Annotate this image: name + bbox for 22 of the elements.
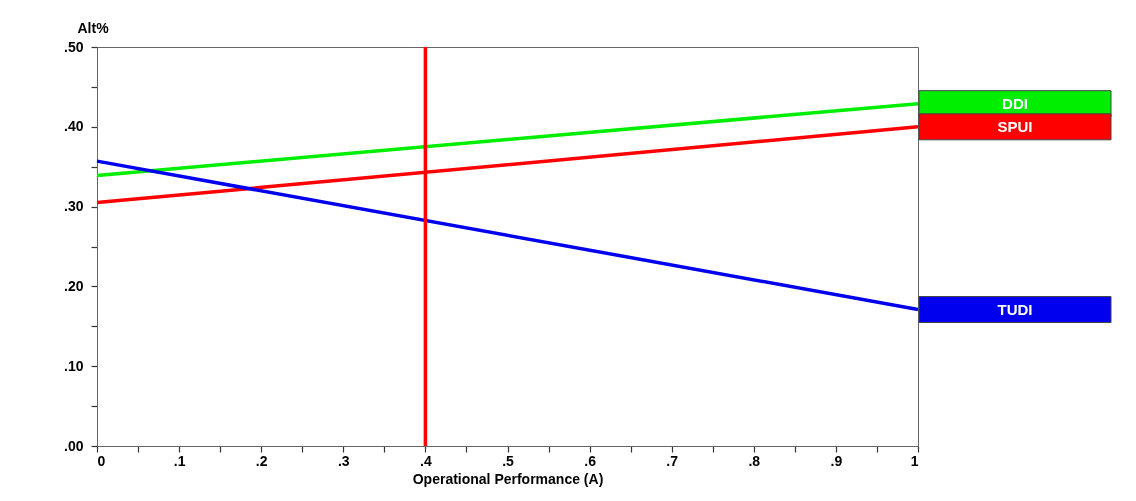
x-tick-label: .9 [830, 452, 843, 469]
x-tick-label: .2 [255, 452, 268, 469]
y-tick-label: .00 [64, 437, 84, 454]
text: SPUI [997, 117, 1033, 135]
x-tick-label: .5 [502, 452, 515, 469]
x-tick-label: .7 [666, 452, 679, 469]
x-tick-label: .8 [748, 452, 761, 469]
y-axis-title: Alt% [77, 19, 110, 36]
y-tick-label: .10 [64, 357, 84, 374]
x-tick-label: .4 [420, 452, 432, 469]
x-tick-label: 0 [97, 452, 106, 469]
x-axis-title: Operational Performance (A) [412, 470, 604, 487]
x-tick-label: 1 [910, 452, 919, 469]
x-tick-label: .6 [584, 452, 597, 469]
text: TUDI [997, 300, 1033, 318]
y-tick-label: .40 [64, 118, 84, 135]
x-tick-label: .3 [337, 452, 350, 469]
x-tick-label: .1 [173, 452, 186, 469]
y-tick-label: .20 [64, 277, 84, 294]
y-tick-label: .50 [64, 38, 84, 55]
y-tick-label: .30 [64, 198, 84, 215]
text: DDI [1002, 94, 1028, 112]
